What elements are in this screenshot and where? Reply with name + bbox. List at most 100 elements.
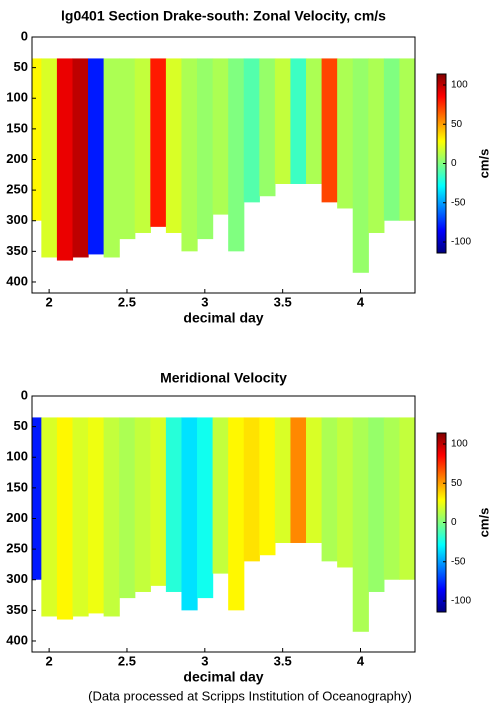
colorbar-tick-label: 0	[451, 517, 457, 528]
y-tick-label: 350	[6, 243, 28, 258]
velocity-cell	[259, 417, 276, 556]
x-tick-label: 2	[46, 653, 53, 668]
x-tick-label: 4	[357, 294, 365, 309]
colorbar-label: cm/s	[476, 149, 491, 179]
velocity-cell	[368, 417, 385, 592]
y-tick-label: 300	[6, 212, 28, 227]
colorbar-tick-label: -50	[451, 197, 466, 208]
velocity-cell	[88, 417, 105, 614]
y-tick-label: 200	[6, 510, 28, 525]
velocity-cell	[321, 58, 338, 203]
velocity-cell	[119, 58, 136, 240]
velocity-cell	[165, 417, 183, 592]
y-tick-label: 350	[6, 602, 28, 617]
y-tick-label: 100	[6, 449, 28, 464]
velocity-cell	[290, 58, 307, 184]
colorbar-tick-label: 100	[451, 80, 468, 91]
x-axis-label: decimal day	[183, 310, 263, 326]
velocity-cell	[119, 417, 136, 599]
y-tick-label: 250	[6, 182, 28, 197]
velocity-cell	[228, 58, 245, 252]
y-tick-label: 100	[6, 90, 28, 105]
velocity-cell	[290, 417, 307, 543]
y-tick-label: 400	[6, 632, 28, 647]
field	[32, 417, 415, 632]
velocity-cell	[72, 417, 89, 617]
velocity-cell	[243, 417, 260, 562]
velocity-cell	[103, 417, 120, 617]
chart-panel: 0 50 100 150 200 250 300 350 400 2 2.5 3 3.5 4 Meridio…	[6, 370, 491, 685]
y-tick-label: 0	[21, 387, 28, 402]
velocity-cell	[134, 58, 151, 233]
colorbar-tick-label: 0	[451, 158, 457, 169]
velocity-cell	[165, 58, 183, 233]
y-tick-label: 50	[14, 418, 28, 433]
velocity-cell	[88, 58, 105, 255]
y-tick-label: 200	[6, 151, 28, 166]
chart-title: Meridional Velocity	[160, 370, 287, 386]
velocity-cell	[181, 417, 198, 611]
axes-box	[31, 36, 416, 294]
velocity-cell	[274, 58, 292, 184]
colorbar-tick-label: -100	[451, 596, 471, 607]
velocity-cell	[368, 58, 385, 233]
velocity-cell	[41, 58, 58, 258]
velocity-cell	[259, 58, 276, 197]
colorbar-tick-label: -100	[451, 237, 471, 248]
velocity-cell	[383, 417, 401, 580]
velocity-cell	[197, 417, 214, 599]
velocity-cell	[399, 58, 415, 221]
velocity-cell	[243, 58, 260, 203]
y-tick-label: 150	[6, 120, 28, 135]
velocity-cell	[150, 58, 167, 227]
velocity-cell	[337, 58, 354, 209]
x-tick-label: 3	[201, 294, 208, 309]
colorbar-tick-label: 100	[451, 439, 468, 450]
velocity-cell	[399, 417, 415, 580]
velocity-cell	[72, 58, 89, 258]
colorbar-tick-label: 50	[451, 119, 463, 130]
field	[32, 58, 415, 273]
velocity-cell	[56, 58, 74, 261]
velocity-cell	[32, 417, 42, 580]
velocity-cell	[383, 58, 401, 221]
x-tick-label: 3	[201, 653, 208, 668]
x-axis-label: decimal day	[183, 669, 263, 685]
y-tick-label: 400	[6, 273, 28, 288]
y-tick-label: 150	[6, 479, 28, 494]
x-tick-label: 4	[357, 653, 365, 668]
y-tick-label: 300	[6, 571, 28, 586]
colorbar-label: cm/s	[476, 508, 491, 538]
velocity-cell	[337, 417, 354, 568]
velocity-cell	[41, 417, 58, 617]
velocity-cell	[212, 58, 229, 215]
velocity-cell	[352, 417, 369, 632]
x-tick-label: 2.5	[118, 653, 136, 668]
velocity-cell	[352, 58, 369, 273]
velocity-cell	[103, 58, 120, 258]
y-tick-label: 0	[21, 28, 28, 43]
chart-title: lg0401 Section Drake-south: Zonal Veloci…	[61, 8, 386, 24]
x-tick-label: 2	[46, 294, 53, 309]
x-tick-label: 2.5	[118, 294, 136, 309]
velocity-cell	[197, 58, 214, 240]
colorbar-tick-label: -50	[451, 556, 466, 567]
velocity-cell	[228, 417, 245, 611]
velocity-cell	[181, 58, 198, 252]
velocity-cell	[150, 417, 167, 586]
velocity-cell	[56, 417, 74, 620]
velocity-cell	[274, 417, 292, 543]
velocity-cell	[134, 417, 151, 592]
x-tick-label: 3.5	[274, 653, 292, 668]
velocity-cell	[306, 417, 323, 543]
axes-box	[31, 395, 416, 653]
x-tick-label: 3.5	[274, 294, 292, 309]
velocity-cell	[306, 58, 323, 184]
velocity-cell	[212, 417, 229, 574]
velocity-cell	[321, 417, 338, 562]
velocity-cell	[32, 58, 42, 221]
y-tick-label: 250	[6, 541, 28, 556]
chart-panel: 0 50 100 150 200 250 300 350 400 2 2.5 3 3.5 4 lg0401 …	[6, 8, 491, 326]
colorbar-tick-label: 50	[451, 478, 463, 489]
